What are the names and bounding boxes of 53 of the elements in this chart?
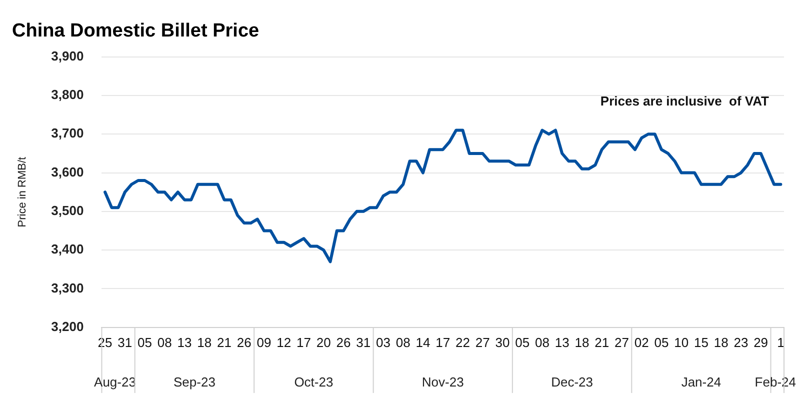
x-tick-label: 05 <box>515 334 530 350</box>
x-tick-label: 08 <box>534 334 550 350</box>
x-tick-label: 21 <box>217 334 232 350</box>
x-tick-label: 18 <box>714 334 728 350</box>
y-tick-label: 3,500 <box>51 203 84 218</box>
chart-title: China Domestic Billet Price <box>12 20 260 42</box>
y-tick-label: 3,600 <box>51 164 84 180</box>
text: Jan-24 <box>681 374 722 390</box>
x-tick-label: 23 <box>734 334 748 350</box>
y-tick-label: 3,800 <box>51 87 84 102</box>
x-tick-label: 20 <box>316 334 331 350</box>
text: Nov-23 <box>422 374 464 390</box>
x-tick-label: 22 <box>456 334 470 350</box>
x-tick-label: 05 <box>654 334 669 350</box>
x-tick-label: 08 <box>157 334 172 350</box>
y-tick-label: 3,700 <box>51 126 84 141</box>
x-tick-label: 13 <box>554 334 570 350</box>
x-tick-label: 12 <box>276 334 292 350</box>
x-tick-label: 18 <box>574 334 590 350</box>
x-tick-label: 1 <box>777 334 784 350</box>
text: Dec-23 <box>551 374 593 390</box>
text: Feb-24 <box>754 374 796 390</box>
text: Oct-23 <box>294 374 334 390</box>
text: Aug-23 <box>94 374 136 390</box>
x-tick-label: 26 <box>336 334 351 350</box>
x-tick-label: 09 <box>256 334 272 350</box>
x-tick-label: 13 <box>177 334 192 350</box>
x-tick-label: 02 <box>634 334 649 350</box>
x-tick-label: 29 <box>754 334 768 350</box>
y-tick-label: 3,900 <box>51 48 84 64</box>
x-tick-label: 25 <box>98 334 112 350</box>
x-tick-label: 05 <box>138 334 152 350</box>
x-tick-label: 21 <box>594 334 610 350</box>
x-tick-label: 14 <box>416 334 430 350</box>
x-tick-label: 31 <box>356 334 371 350</box>
x-tick-label: 30 <box>495 334 510 350</box>
x-tick-label: 08 <box>396 334 410 350</box>
x-tick-label: 03 <box>376 334 390 350</box>
x-tick-label: 27 <box>475 334 490 350</box>
x-tick-label: 18 <box>197 334 212 350</box>
x-tick-label: 27 <box>614 334 629 350</box>
x-tick-label: 15 <box>694 334 708 350</box>
y-tick-label: 3,300 <box>51 280 84 296</box>
annotation: Prices are inclusive of VAT <box>600 93 770 108</box>
y-axis-title: Price in RMB/t <box>16 156 29 228</box>
text: Sep-23 <box>174 374 216 390</box>
y-tick-label: 3,400 <box>51 242 84 257</box>
x-tick-label: 31 <box>118 334 132 350</box>
x-tick-label: 26 <box>236 334 252 350</box>
x-tick-label: 17 <box>296 334 311 350</box>
x-tick-label: 17 <box>436 334 450 350</box>
x-tick-label: 10 <box>674 334 689 350</box>
y-tick-label: 3,200 <box>51 318 84 334</box>
